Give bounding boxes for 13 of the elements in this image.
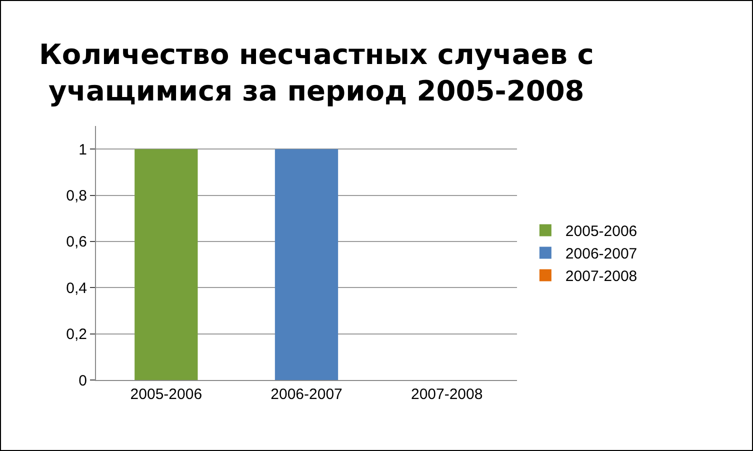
legend-label: 2005-2006: [565, 223, 638, 240]
x-tick-label: 2007-2008: [410, 386, 483, 403]
y-tick-label: 0: [78, 372, 87, 390]
y-tick-label: 0,8: [66, 188, 87, 205]
x-tick-label: 2006-2007: [270, 386, 342, 403]
y-tick-label: 0,2: [66, 326, 87, 344]
y-tick-label: 0,6: [66, 234, 87, 251]
chart-title: Количество несчастных случаев с учащимися за период 2005-2008: [38, 38, 594, 108]
y-tick-label: 0,4: [66, 280, 87, 297]
y-tick-label: 1: [78, 141, 87, 158]
x-tick-label: 2005-2006: [130, 386, 202, 403]
legend-label: 2006-2007: [565, 246, 638, 263]
legend-label: 2007-2008: [565, 268, 638, 286]
